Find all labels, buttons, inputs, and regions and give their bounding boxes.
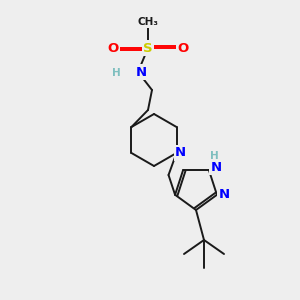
Text: O: O xyxy=(107,41,118,55)
Text: N: N xyxy=(135,65,147,79)
Text: N: N xyxy=(210,161,221,174)
Text: H: H xyxy=(112,68,120,78)
Text: O: O xyxy=(177,41,189,55)
Text: S: S xyxy=(143,41,153,55)
Text: H: H xyxy=(210,151,218,161)
Text: N: N xyxy=(218,188,230,201)
Text: CH₃: CH₃ xyxy=(137,17,158,27)
Text: N: N xyxy=(175,146,186,160)
